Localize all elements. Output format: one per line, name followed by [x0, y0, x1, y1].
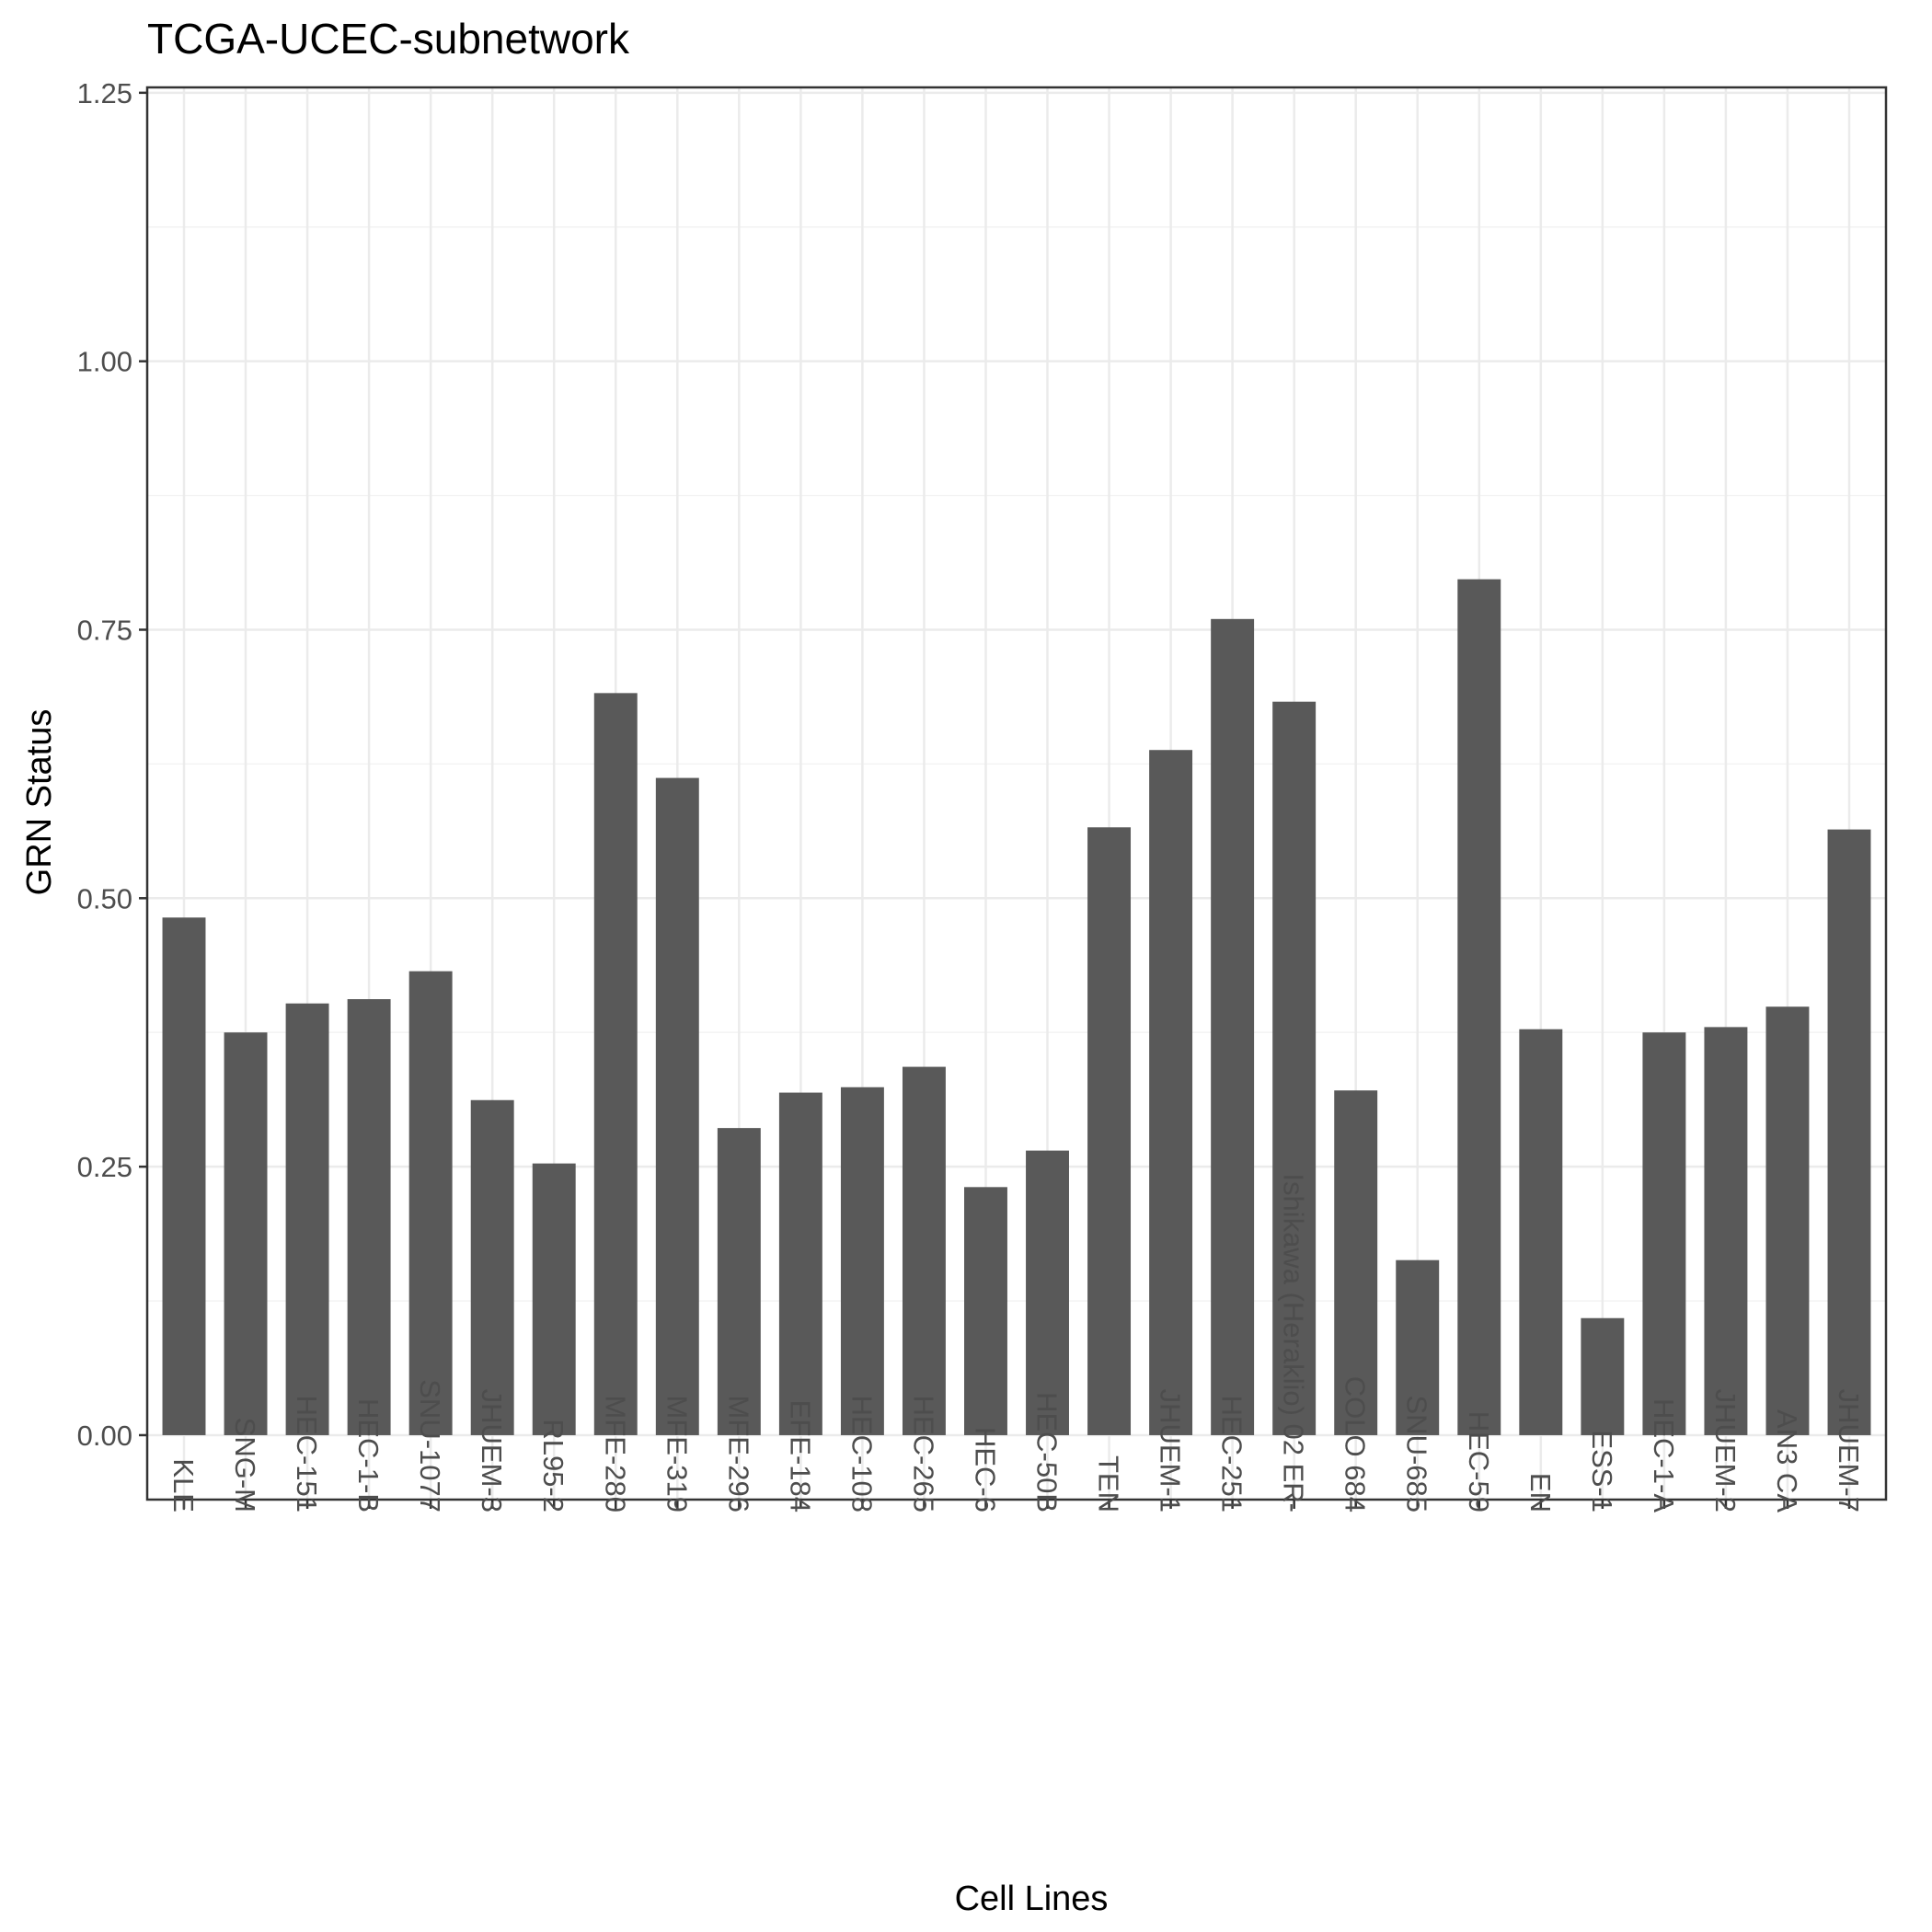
- chart-title: TCGA-UCEC-subnetwork: [147, 15, 630, 63]
- bar-16: [1149, 750, 1193, 1435]
- x-tick-label: JHUEM-7: [1833, 1389, 1865, 1512]
- x-tick-label: HEC-6: [969, 1427, 1001, 1512]
- bar-22: [1519, 1029, 1563, 1435]
- bar-2: [285, 1003, 329, 1435]
- bars: [162, 579, 1871, 1435]
- x-tick-label: Ishikawa (Heraklio) 02 ER-: [1278, 1173, 1310, 1512]
- x-tick-label: COLO 684: [1340, 1376, 1372, 1512]
- bar-26: [1765, 1006, 1810, 1435]
- x-tick-label: HEC-50B: [1031, 1392, 1064, 1512]
- y-tick-label: 0.75: [77, 614, 132, 646]
- bar-13: [964, 1187, 1007, 1435]
- x-tick-label: ESS-1: [1586, 1430, 1618, 1512]
- bar-5: [470, 1099, 514, 1435]
- bar-0: [162, 917, 206, 1435]
- x-tick-label: MFE-280: [599, 1396, 631, 1512]
- bar-17: [1211, 618, 1255, 1435]
- x-tick-label: MFE-296: [722, 1396, 754, 1512]
- bar-6: [532, 1163, 576, 1435]
- bar-25: [1704, 1027, 1748, 1435]
- y-tick-label: 1.25: [77, 77, 132, 109]
- bar-18: [1272, 701, 1317, 1435]
- x-tick-label: JHUEM-2: [1709, 1389, 1742, 1512]
- x-tick-label: SNG-M: [229, 1418, 261, 1512]
- x-tick-label: SNU-685: [1401, 1396, 1433, 1513]
- bar-7: [593, 693, 638, 1435]
- x-tick-label: MFE-319: [661, 1396, 693, 1512]
- x-tick-label: JHUEM-3: [476, 1389, 508, 1512]
- x-tick-label: HEC-1-B: [352, 1398, 385, 1512]
- x-tick-label: HEC-251: [1216, 1396, 1248, 1513]
- bar-21: [1457, 579, 1501, 1435]
- y-tick-label: 0.50: [77, 882, 132, 914]
- y-tick-label: 0.00: [77, 1420, 132, 1452]
- x-tick-label: RL95-2: [537, 1419, 569, 1512]
- bar-3: [347, 999, 391, 1435]
- y-axis-ticks: 0.00 0.25 0.50 0.75 1.00 1.25: [77, 77, 147, 1452]
- bar-4: [408, 971, 453, 1435]
- bar-15: [1087, 827, 1132, 1435]
- bar-24: [1642, 1032, 1686, 1435]
- x-tick-label: HEC-59: [1463, 1411, 1495, 1512]
- bar-23: [1581, 1317, 1625, 1435]
- bar-27: [1827, 829, 1871, 1435]
- x-tick-label: HEC-108: [845, 1396, 878, 1513]
- grid-lines: [147, 87, 1886, 1500]
- bar-8: [655, 777, 699, 1435]
- x-tick-label: AN3 CA: [1771, 1409, 1803, 1512]
- x-axis-title: Cell Lines: [955, 1880, 1109, 1918]
- x-tick-label: KLE: [167, 1458, 200, 1512]
- x-axis-ticks: KLE SNG-M HEC-151 HEC-1-B SNU-1077 JHUEM-3 RL9…: [167, 1173, 1865, 1512]
- bar-12: [902, 1066, 946, 1435]
- bar-14: [1026, 1150, 1069, 1435]
- x-tick-label: SNU-1077: [414, 1379, 446, 1512]
- x-tick-label: HEC-151: [291, 1396, 323, 1513]
- bar-1: [224, 1032, 268, 1435]
- x-tick-label: TEN: [1093, 1455, 1125, 1512]
- y-tick-label: 1.00: [77, 346, 132, 378]
- bar-10: [778, 1092, 822, 1435]
- bar-19: [1334, 1090, 1378, 1435]
- x-tick-label: EFE-184: [784, 1400, 816, 1512]
- y-axis-title: GRN Status: [20, 709, 59, 896]
- bar-20: [1396, 1259, 1440, 1435]
- bar-11: [840, 1087, 884, 1435]
- x-tick-label: EN: [1524, 1473, 1557, 1512]
- y-tick-label: 0.25: [77, 1151, 132, 1183]
- x-tick-label: HEC-1-A: [1648, 1398, 1680, 1512]
- bar-9: [717, 1128, 761, 1435]
- panel-border: [145, 86, 1888, 1501]
- x-tick-label: HEC-265: [907, 1396, 939, 1513]
- x-tick-label: JHUEM-1: [1155, 1389, 1187, 1512]
